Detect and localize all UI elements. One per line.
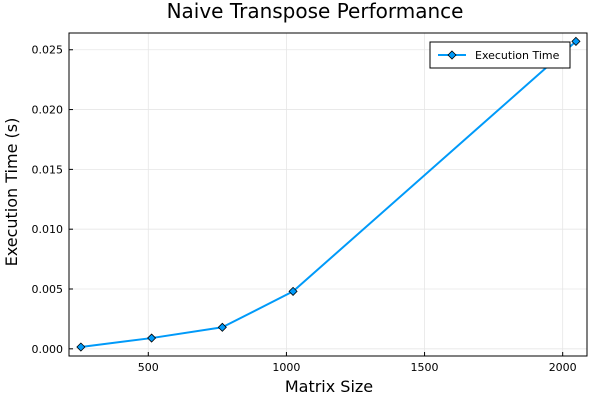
data-point — [288, 286, 298, 296]
y-tick-label: 0.000 — [32, 343, 64, 356]
data-point — [76, 342, 86, 352]
y-tick-label: 0.025 — [32, 44, 64, 57]
y-tick-label: 0.015 — [32, 163, 64, 176]
chart-title: Naive Transpose Performance — [167, 0, 464, 23]
x-tick-label: 2000 — [549, 361, 577, 374]
y-tick-label: 0.005 — [32, 283, 64, 296]
y-axis-label: Execution Time (s) — [2, 118, 21, 267]
legend-label: Execution Time — [475, 49, 560, 62]
ticks: 500 1000 1500 2000 0.000 0.005 0.010 0.015 0.020… — [32, 44, 577, 374]
y-tick-label: 0.020 — [32, 104, 64, 117]
x-tick-label: 500 — [138, 361, 159, 374]
legend: Execution Time — [429, 41, 571, 69]
x-tick-label: 1500 — [411, 361, 439, 374]
plot-frame — [68, 32, 588, 357]
y-tick-label: 0.010 — [32, 223, 64, 236]
data-point — [217, 322, 227, 332]
x-tick-label: 1000 — [272, 361, 300, 374]
data-point — [147, 333, 157, 343]
series-layer — [76, 36, 581, 352]
x-axis-label: Matrix Size — [285, 377, 373, 396]
legend-marker — [447, 50, 457, 60]
data-point — [571, 36, 581, 46]
